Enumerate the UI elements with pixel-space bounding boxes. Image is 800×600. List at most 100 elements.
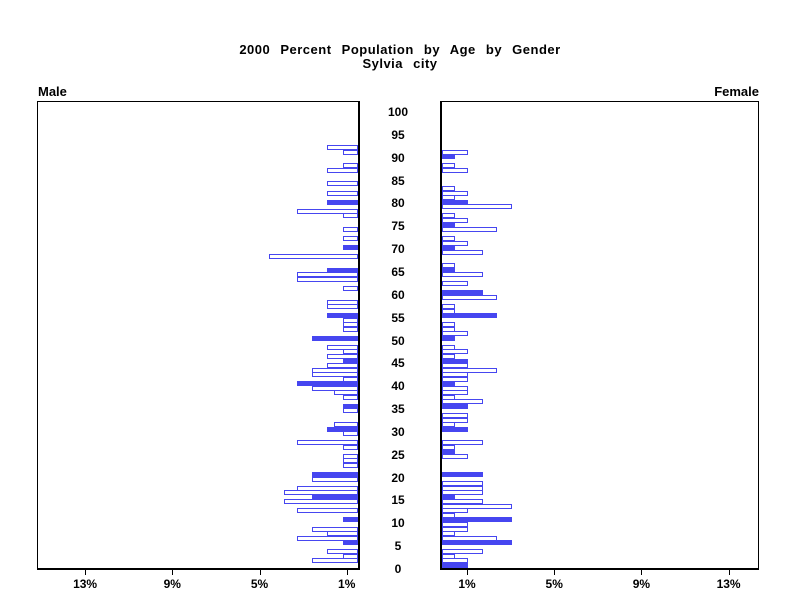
female-bar-age-66: [442, 263, 455, 269]
female-pct-tick-mark-1: [467, 570, 468, 575]
age-tick-label-5: 5: [394, 539, 402, 554]
male-bar-age-19: [312, 476, 358, 482]
female-bar-age-80: [442, 199, 468, 205]
male-panel: [37, 101, 360, 570]
male-bar-age-53: [343, 322, 358, 328]
male-pct-tick-mark-1: [347, 570, 348, 575]
female-pct-tick-mark-5: [554, 570, 555, 575]
female-bar-age-41: [442, 376, 468, 382]
female-bar-age-51: [442, 331, 468, 337]
male-bar-age-88: [343, 163, 358, 169]
male-bar-age-39: [312, 385, 358, 391]
age-tick-label-35: 35: [391, 402, 405, 416]
male-bar-age-1: [312, 558, 358, 564]
male-bar-age-29: [343, 431, 358, 437]
male-bar-age-57: [327, 304, 358, 309]
male-panel-label: Male: [38, 84, 67, 99]
female-bar-age-57: [442, 304, 455, 309]
female-bar-age-64: [442, 272, 483, 278]
age-tick-label-85: 85: [391, 173, 405, 188]
male-bar-age-82: [327, 190, 358, 196]
male-bar-age-10: [343, 517, 358, 523]
male-bar-age-30: [327, 426, 358, 432]
male-bar-age-54: [343, 317, 358, 323]
female-bar-age-0: [442, 562, 468, 568]
female-bar-age-37: [442, 394, 455, 400]
age-tick-label-30: 30: [391, 424, 405, 439]
male-bar-age-24: [343, 453, 358, 459]
female-bar-age-81: [442, 195, 455, 201]
male-bar-age-40: [297, 381, 358, 387]
male-bar-age-15: [312, 494, 358, 500]
female-pct-tick-label-1: 1%: [458, 577, 476, 591]
male-bar-age-65: [327, 267, 358, 273]
male-bar-age-35: [343, 403, 358, 409]
female-bar-age-52: [442, 326, 455, 332]
female-bar-age-50: [442, 335, 455, 341]
female-panel: [440, 101, 759, 570]
male-bar-age-42: [312, 372, 358, 378]
male-bar-age-78: [297, 208, 358, 214]
male-bar-age-77: [343, 213, 358, 219]
female-bar-age-36: [442, 399, 483, 405]
male-bar-age-91: [343, 149, 358, 155]
female-bar-age-12: [442, 508, 468, 514]
male-bar-age-27: [297, 440, 358, 446]
chart-subtitle: Sylvia city: [362, 56, 438, 71]
male-bar-age-92: [327, 145, 358, 151]
male-bar-age-14: [284, 499, 358, 505]
female-bar-age-88: [442, 163, 455, 169]
female-bar-age-44: [442, 363, 468, 368]
female-pct-tick-mark-9: [641, 570, 642, 575]
female-bar-age-6: [442, 535, 497, 541]
male-bar-age-87: [327, 167, 358, 173]
male-bar-age-5: [343, 540, 358, 546]
female-bar-age-90: [442, 154, 455, 160]
female-bar-age-32: [442, 417, 468, 423]
female-bar-age-26: [442, 444, 455, 450]
male-bar-age-3: [327, 549, 358, 555]
male-bar-age-55: [327, 313, 358, 319]
male-bar-age-74: [343, 226, 358, 232]
age-tick-label-20: 20: [391, 470, 405, 485]
age-tick-label-55: 55: [391, 310, 405, 325]
female-bar-age-83: [442, 186, 455, 191]
female-bar-age-40: [442, 381, 455, 387]
female-bar-age-9: [442, 521, 468, 527]
male-bar-age-52: [343, 326, 358, 332]
male-bar-age-17: [297, 485, 358, 491]
female-bar-age-71: [442, 240, 468, 246]
male-bar-age-2: [343, 553, 358, 559]
male-bar-age-58: [327, 299, 358, 305]
female-bar-age-46: [442, 354, 455, 359]
age-tick-label-100: 100: [387, 105, 409, 119]
female-bar-age-91: [442, 149, 468, 155]
female-bar-age-27: [442, 440, 483, 446]
male-bar-age-37: [343, 394, 358, 400]
male-pct-tick-label-13: 13%: [73, 577, 98, 591]
female-bar-age-17: [442, 485, 483, 491]
male-bar-age-48: [327, 344, 358, 350]
female-bar-age-3: [442, 549, 483, 555]
female-bar-age-15: [442, 494, 455, 500]
female-bar-age-30: [442, 426, 468, 432]
female-bar-age-11: [442, 512, 455, 518]
female-bar-age-14: [442, 499, 483, 505]
male-bar-age-7: [327, 531, 358, 536]
female-bar-age-13: [442, 503, 512, 509]
female-bar-age-39: [442, 385, 468, 391]
male-bar-age-12: [297, 508, 358, 514]
female-bar-age-42: [442, 372, 468, 378]
male-bar-age-50: [312, 335, 358, 341]
female-pct-tick-label-9: 9%: [632, 577, 651, 591]
male-bar-age-46: [327, 354, 358, 359]
female-bar-age-62: [442, 281, 468, 287]
age-tick-label-80: 80: [391, 196, 405, 211]
female-bar-age-74: [442, 226, 497, 232]
female-pct-tick-mark-13: [729, 570, 730, 575]
female-bar-age-35: [442, 403, 468, 409]
female-bar-age-18: [442, 481, 483, 487]
male-bar-age-61: [343, 285, 358, 291]
chart-title: 2000 Percent Population by Age by Gender: [239, 42, 561, 57]
